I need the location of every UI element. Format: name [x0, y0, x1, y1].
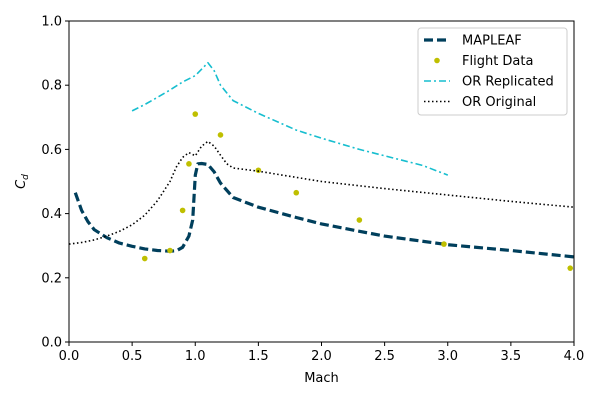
flight-data-point — [567, 265, 574, 271]
x-tick-label: 0.5 — [122, 349, 143, 364]
y-tick-label: 0.6 — [41, 143, 62, 158]
flight-data-point — [441, 241, 447, 247]
axis-ticks: 0.0 0.5 1.0 1.5 2.0 2.5 3.0 3.5 4.0 0.0 0.2 0.4 0.6 0… — [41, 15, 584, 365]
flight-data-point — [293, 189, 300, 196]
legend-label-or-original: OR Original — [462, 95, 536, 110]
or-original-line — [68, 140, 575, 245]
mapleaf-line — [73, 161, 575, 259]
y-axis-label-main: C — [14, 179, 29, 189]
flight-data-point — [167, 247, 173, 254]
x-tick-label: 2.5 — [374, 349, 395, 364]
x-tick-label: 4.0 — [564, 349, 585, 364]
y-tick-label: 0.4 — [41, 207, 62, 222]
flight-data-point — [192, 111, 199, 117]
y-axis-label-subscript: d — [21, 174, 31, 180]
or-replicated-line — [131, 61, 449, 176]
y-tick-label: 0.0 — [41, 336, 62, 351]
x-tick-label: 3.5 — [501, 349, 522, 364]
flight-data-point — [356, 217, 363, 223]
y-tick-label: 1.0 — [41, 15, 62, 30]
flight-data-point — [255, 167, 262, 174]
x-tick-label: 3.0 — [437, 349, 458, 364]
x-tick-label: 1.5 — [248, 349, 269, 364]
legend-label-mapleaf: MAPLEAF — [462, 34, 522, 49]
flight-data-point — [186, 161, 192, 167]
plot-area — [68, 61, 575, 271]
legend: MAPLEAF Flight Data OR Replicated OR Origin… — [417, 27, 568, 116]
x-tick-label: 2.0 — [311, 349, 332, 364]
y-tick-label: 0.8 — [41, 79, 62, 94]
y-tick-label: 0.2 — [41, 271, 62, 286]
legend-box — [417, 27, 568, 116]
y-axis-label: Cd — [14, 174, 31, 189]
flight-data-point — [179, 207, 186, 214]
legend-label-or-replicated: OR Replicated — [462, 75, 554, 90]
x-tick-label: 1.0 — [185, 349, 206, 364]
legend-marker-flight-data — [434, 57, 440, 64]
flight-data-point — [217, 132, 224, 138]
legend-label-flight-data: Flight Data — [462, 54, 533, 69]
x-axis-label: Mach — [304, 371, 339, 386]
flight-data-point — [141, 255, 148, 262]
x-tick-label: 0.0 — [59, 349, 80, 364]
